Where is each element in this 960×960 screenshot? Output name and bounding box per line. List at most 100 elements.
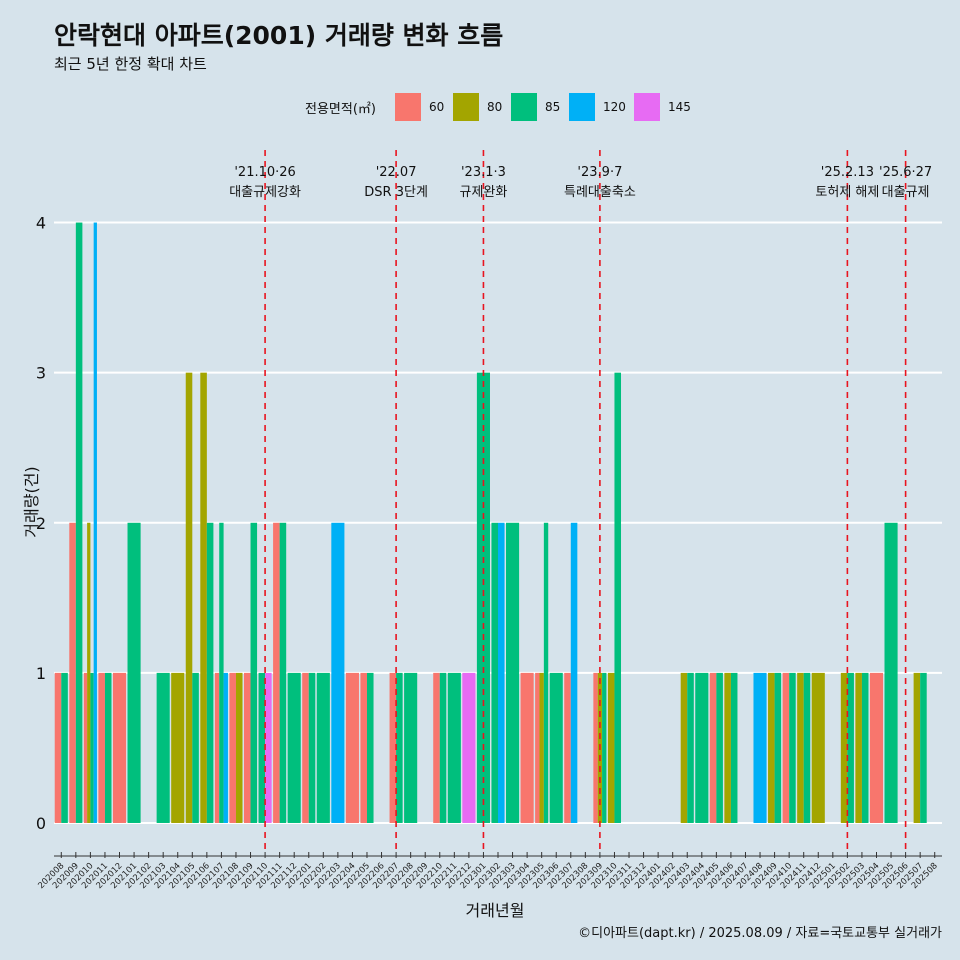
bar-202009-60	[69, 522, 76, 823]
legend-label-145: 145	[668, 100, 691, 114]
bar-202310-85	[614, 372, 622, 823]
chart-subtitle: 최근 5년 한정 확대 차트	[54, 55, 207, 73]
bar-202411-80	[797, 672, 804, 823]
bar-202211-85	[447, 672, 461, 823]
bar-202202-85	[316, 672, 330, 823]
bar-202411-85	[803, 672, 811, 823]
bar-202307-120	[570, 522, 578, 823]
bar-202107-60	[214, 672, 220, 823]
legend-key-80	[453, 93, 479, 121]
legend-label-85: 85	[545, 100, 561, 114]
bar-202507-85	[920, 672, 927, 823]
bar-202008-60	[54, 672, 62, 823]
bar-202309-60	[593, 672, 598, 823]
y-tick-label: 3	[36, 364, 46, 383]
bar-202305-80	[539, 672, 544, 823]
bar-202009-85	[75, 222, 83, 823]
bar-202503-80	[855, 672, 862, 823]
bar-202409-80	[768, 672, 775, 823]
bar-202405-60	[709, 672, 717, 823]
bar-202305-85	[543, 522, 549, 823]
bar-202111-60	[273, 522, 280, 823]
bar-202507-80	[913, 672, 921, 823]
bar-202205-85	[366, 672, 374, 823]
bar-202010-120	[93, 222, 97, 823]
bar-202106-85	[206, 522, 214, 823]
bar-202110-145	[265, 672, 272, 823]
bar-202011-60	[98, 672, 105, 823]
bar-202008-85	[61, 672, 68, 823]
legend-key-85	[511, 93, 537, 121]
bar-202208-85	[404, 672, 418, 823]
bar-202502-85	[847, 672, 854, 823]
source-caption: ©디아파트(dapt.kr) / 2025.08.09 / 자료=국토교통부 실…	[578, 926, 942, 941]
bar-202302-85	[491, 522, 498, 823]
event-desc-label: DSR 3단계	[364, 185, 428, 200]
bar-202303-85	[506, 522, 520, 823]
event-date-label: '22.07	[376, 165, 417, 180]
bar-202109-60	[243, 672, 251, 823]
bar-202403-80	[680, 672, 688, 823]
bar-202101-85	[127, 522, 141, 823]
bar-202405-85	[716, 672, 723, 823]
bar-202408-120	[753, 672, 767, 823]
bar-202106-80	[200, 372, 207, 823]
legend-title: 전용면적(㎡)	[305, 102, 376, 117]
bar-202301-85	[476, 372, 490, 823]
event-desc-label: 토허제 해제	[815, 185, 879, 200]
bar-202307-60	[564, 672, 571, 823]
chart-title: 안락현대 아파트(2001) 거래량 변화 흐름	[54, 21, 504, 50]
bar-202207-85	[396, 672, 403, 823]
bar-202203-120	[331, 522, 345, 823]
bar-202404-85	[695, 672, 709, 823]
bar-202205-60	[360, 672, 367, 823]
bar-202110-85	[258, 672, 266, 823]
bar-202108-60	[229, 672, 236, 823]
y-tick-label: 0	[36, 814, 46, 833]
bar-202103-85	[156, 672, 170, 823]
legend-label-80: 80	[487, 100, 503, 114]
event-desc-label: 규제완화	[460, 185, 508, 200]
bar-202104-80	[171, 672, 185, 823]
legend-label-120: 120	[603, 100, 626, 114]
event-date-label: '21.10·26	[234, 165, 295, 180]
y-tick-label: 4	[36, 214, 46, 233]
bar-202305-60	[535, 672, 540, 823]
bar-202201-85	[308, 672, 316, 823]
bar-202207-60	[389, 672, 397, 823]
bar-202107-85	[219, 522, 224, 823]
y-tick-label: 1	[36, 664, 46, 683]
bar-202201-60	[302, 672, 309, 823]
legend-key-120	[569, 93, 595, 121]
event-desc-label: 대출규제	[882, 185, 930, 200]
bar-202302-120	[498, 522, 505, 823]
event-date-label: '25.6·27	[879, 165, 932, 180]
bar-202504-60	[869, 672, 884, 823]
bar-202409-85	[774, 672, 782, 823]
legend-key-60	[395, 93, 421, 121]
x-axis-label: 거래년월	[465, 901, 525, 920]
bar-202012-60	[112, 672, 127, 823]
bar-202212-145	[462, 672, 476, 823]
bar-202412-80	[811, 672, 825, 823]
event-desc-label: 대출규제강화	[229, 185, 301, 200]
bar-202107-120	[223, 672, 228, 823]
bar-202105-85	[192, 672, 199, 823]
bar-202502-80	[840, 672, 848, 823]
bar-202108-80	[235, 672, 243, 823]
bar-202010-80	[87, 522, 91, 823]
bar-202010-60	[83, 672, 88, 823]
bar-202306-85	[549, 672, 563, 823]
bar-202410-85	[789, 672, 796, 823]
legend-key-145	[634, 93, 660, 121]
bar-202204-60	[345, 672, 359, 823]
bar-202210-85	[439, 672, 447, 823]
event-desc-label: 특례대출축소	[564, 185, 636, 200]
event-date-label: '23.9·7	[577, 165, 622, 180]
legend: 전용면적(㎡) 60 80 85 120 145	[0, 92, 960, 122]
event-date-label: '25.2.13	[821, 165, 874, 180]
y-axis-label: 거래량(건)	[22, 466, 41, 538]
bar-202011-85	[104, 672, 112, 823]
bar-202503-85	[861, 672, 869, 823]
